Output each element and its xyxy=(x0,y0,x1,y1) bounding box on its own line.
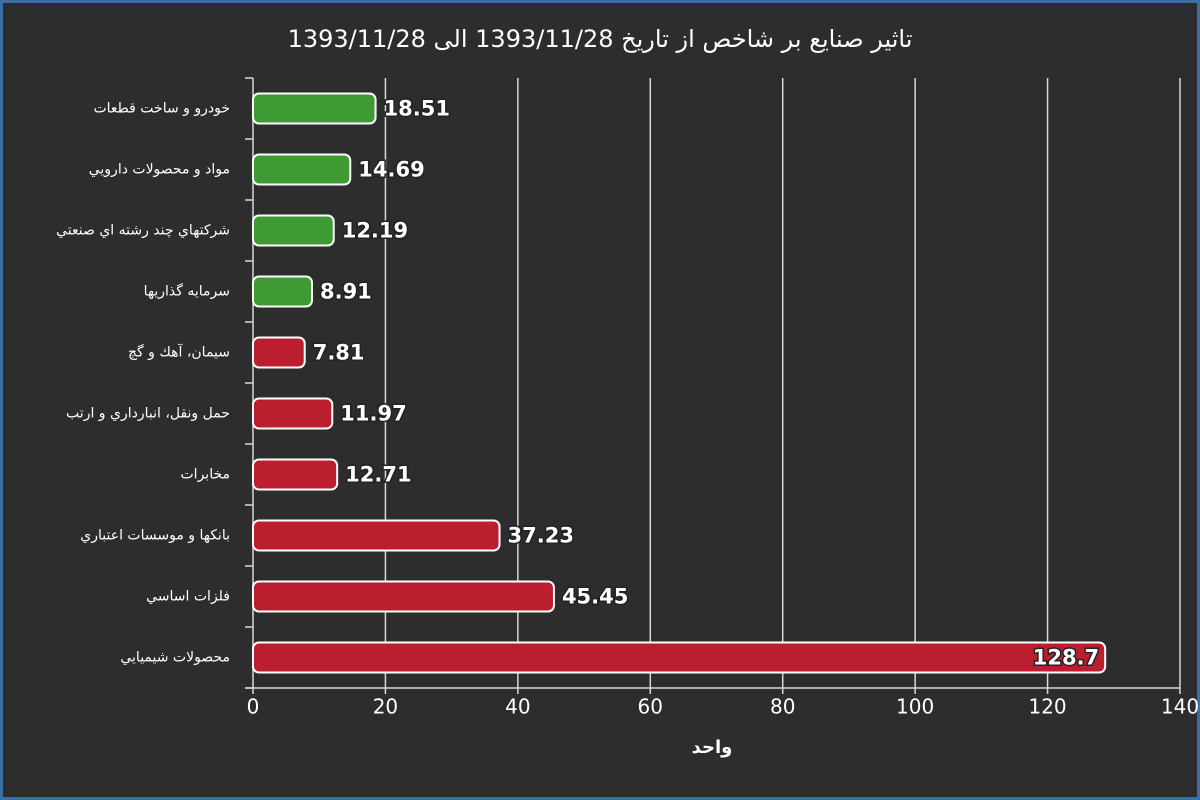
x-tick-label: 140 xyxy=(1161,695,1199,719)
bar xyxy=(252,397,334,430)
y-tick-label: مخابرات xyxy=(181,467,231,483)
bar xyxy=(252,92,377,125)
y-tick-label: محصولات شيميايي xyxy=(120,650,230,666)
value-label: 37.23 xyxy=(508,524,574,548)
value-label: 45.45 xyxy=(562,585,628,609)
y-tick-label: سرمايه گذاريها xyxy=(144,283,230,300)
x-tick-label: 40 xyxy=(505,695,530,719)
value-label: 11.97 xyxy=(340,402,406,426)
x-tick-label: 80 xyxy=(770,695,795,719)
value-label: 7.81 xyxy=(313,341,365,365)
x-tick-label: 120 xyxy=(1028,695,1066,719)
bar xyxy=(252,275,313,308)
y-tick-label: خودرو و ساخت قطعات xyxy=(93,101,230,117)
x-tick-label: 20 xyxy=(373,695,398,719)
x-axis-label: واحد xyxy=(692,737,733,758)
bar xyxy=(252,458,339,491)
x-tick-label: 60 xyxy=(638,695,663,719)
value-label: 128.7 xyxy=(1033,646,1099,670)
bar xyxy=(252,580,555,613)
y-tick-label: بانكها و موسسات اعتباري xyxy=(80,528,230,544)
value-label: 18.51 xyxy=(384,97,450,121)
y-tick-label: شركتهاي چند رشته اي صنعتي xyxy=(56,223,230,239)
bar xyxy=(252,214,335,247)
bar xyxy=(252,641,1107,674)
y-tick-label: فلزات اساسي xyxy=(146,589,230,605)
y-tick-label: مواد و محصولات دارويي xyxy=(89,162,230,178)
value-label: 12.19 xyxy=(342,219,408,243)
y-tick-label: حمل ونقل، انبارداري و ارتب xyxy=(66,406,230,422)
value-label: 8.91 xyxy=(320,280,372,304)
bar xyxy=(252,519,501,552)
x-tick-label: 0 xyxy=(247,695,260,719)
y-tick-label: سيمان، آهك و گچ xyxy=(128,344,230,361)
value-label: 12.71 xyxy=(345,463,411,487)
bar xyxy=(252,336,306,369)
bar xyxy=(252,153,352,186)
chart-title: تاثير صنايع بر شاخص از تاريخ 1393/11/28 … xyxy=(288,25,913,53)
x-tick-label: 100 xyxy=(896,695,934,719)
value-label: 14.69 xyxy=(358,158,424,182)
